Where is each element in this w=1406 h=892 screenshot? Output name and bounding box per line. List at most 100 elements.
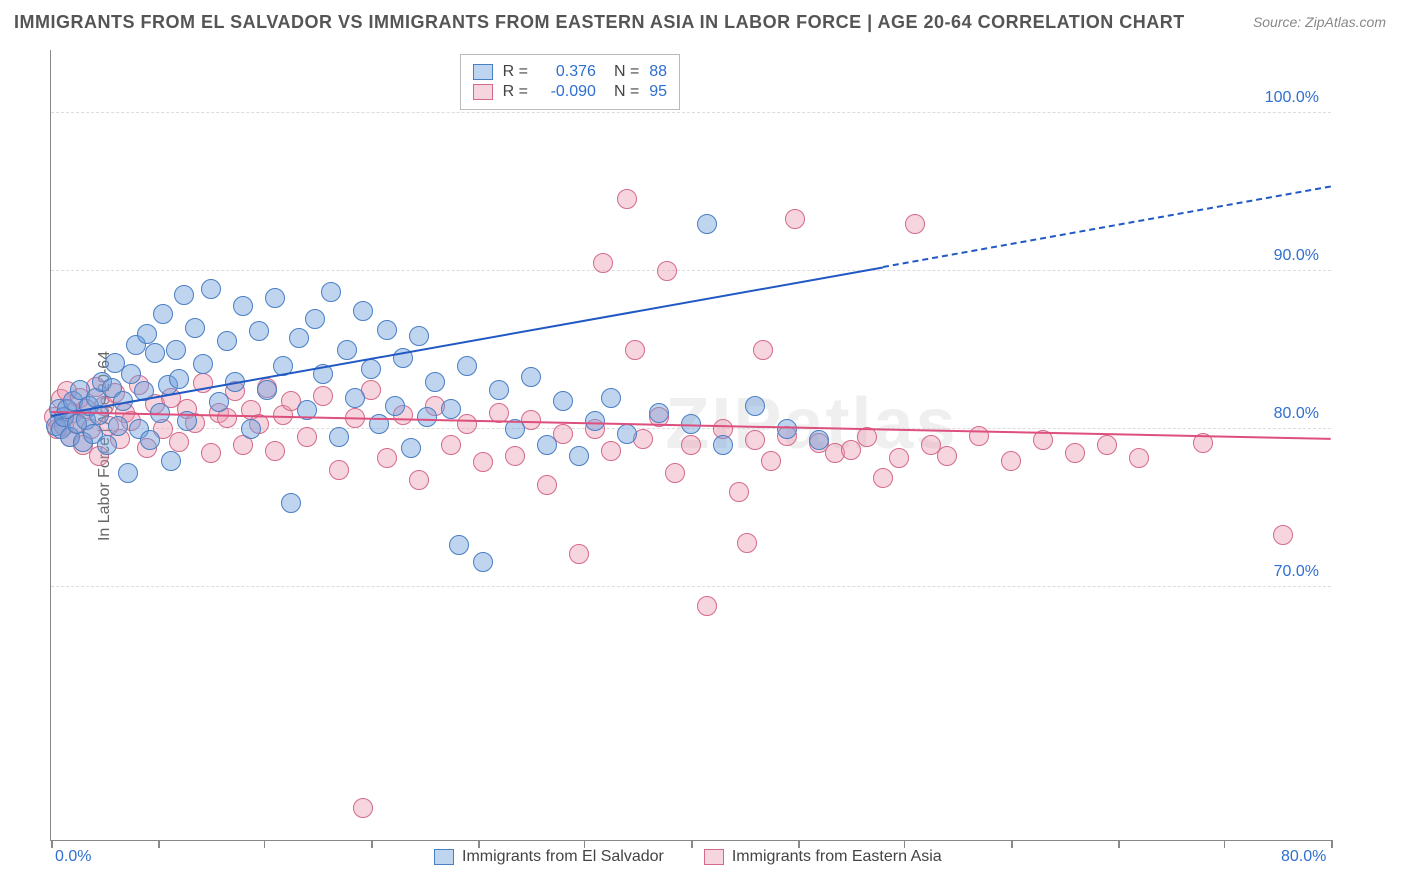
data-point [889,448,909,468]
data-point [449,535,469,555]
data-point [108,416,128,436]
r-label: R = [503,63,528,81]
data-point [457,356,477,376]
data-point [377,448,397,468]
data-point [569,446,589,466]
n-value: 95 [649,83,667,101]
data-point [97,435,117,455]
data-point [681,435,701,455]
data-point [265,288,285,308]
x-tick [51,840,53,848]
data-point [441,399,461,419]
data-point [657,261,677,281]
data-point [161,451,181,471]
data-point [713,435,733,455]
x-tick [264,840,266,848]
data-point [233,296,253,316]
data-point [409,326,429,346]
data-point [193,354,213,374]
data-point [617,189,637,209]
data-point [145,343,165,363]
data-point [777,419,797,439]
chart-title: IMMIGRANTS FROM EL SALVADOR VS IMMIGRANT… [14,12,1185,33]
data-point [166,340,186,360]
y-tick-label: 90.0% [1274,247,1319,265]
data-point [1097,435,1117,455]
x-tick [371,840,373,848]
legend-swatch [434,849,454,865]
data-point [873,468,893,488]
data-point [537,435,557,455]
stat-legend-box: R = 0.376 N = 88 R = -0.090 N = 95 [460,54,680,110]
x-tick [478,840,480,848]
data-point [281,493,301,513]
data-point [537,475,557,495]
data-point [337,340,357,360]
data-point [217,331,237,351]
legend-swatch [704,849,724,865]
source-label: Source: ZipAtlas.com [1253,14,1386,30]
data-point [745,430,765,450]
data-point [937,446,957,466]
data-point [697,214,717,234]
data-point [385,396,405,416]
trend-line [883,185,1331,268]
legend-item: Immigrants from El Salvador [434,848,664,866]
data-point [457,414,477,434]
data-point [353,301,373,321]
n-label: N = [614,63,639,81]
data-point [1001,451,1021,471]
data-point [417,407,437,427]
r-label: R = [503,83,528,101]
data-point [737,533,757,553]
legend-label: Immigrants from Eastern Asia [732,848,942,866]
n-label: N = [614,83,639,101]
x-tick-label: 80.0% [1281,848,1326,866]
data-point [321,282,341,302]
data-point [209,392,229,412]
x-tick [904,840,906,848]
data-point [409,470,429,490]
data-point [753,340,773,360]
data-point [169,432,189,452]
x-tick [1331,840,1333,848]
data-point [665,463,685,483]
data-point [441,435,461,455]
data-point [185,318,205,338]
data-point [118,463,138,483]
n-value: 88 [649,63,667,81]
x-tick [584,840,586,848]
x-tick [1011,840,1013,848]
data-point [313,386,333,406]
data-point [473,452,493,472]
data-point [329,460,349,480]
legend-swatch [473,84,493,100]
data-point [1273,525,1293,545]
data-point [174,285,194,305]
x-tick-label: 0.0% [55,848,91,866]
data-point [201,443,221,463]
r-value: -0.090 [538,83,596,101]
data-point [121,364,141,384]
data-point [649,403,669,423]
data-point [969,426,989,446]
data-point [785,209,805,229]
data-point [201,279,221,299]
data-point [601,441,621,461]
r-value: 0.376 [538,63,596,81]
data-point [521,367,541,387]
x-tick [691,840,693,848]
data-point [601,388,621,408]
bottom-legend: Immigrants from El Salvador Immigrants fr… [434,848,942,866]
data-point [1129,448,1149,468]
data-point [593,253,613,273]
data-point [553,391,573,411]
data-point [345,388,365,408]
data-point [140,430,160,450]
legend-item: Immigrants from Eastern Asia [704,848,942,866]
data-point [137,324,157,344]
data-point [745,396,765,416]
data-point [729,482,749,502]
data-point [489,380,509,400]
data-point [329,427,349,447]
